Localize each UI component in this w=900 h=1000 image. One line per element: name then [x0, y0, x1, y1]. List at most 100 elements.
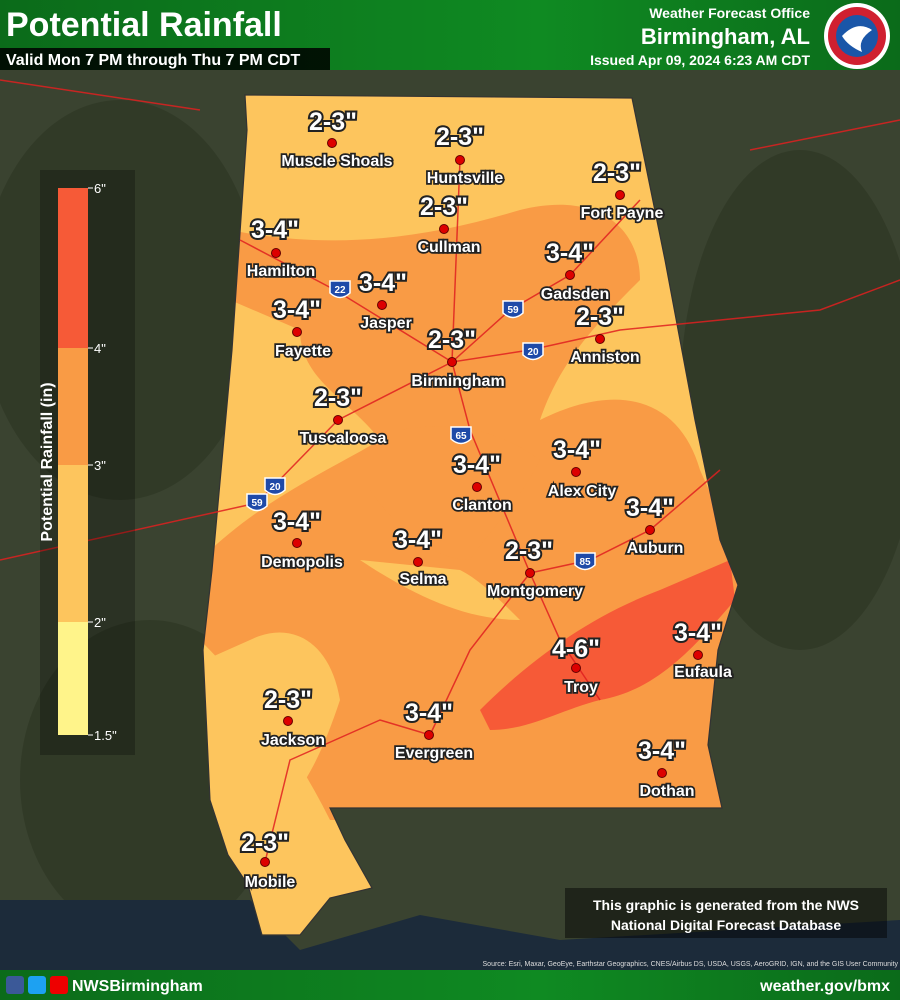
- city-dot: [377, 300, 387, 310]
- legend-tick-label: 1.5": [94, 728, 117, 743]
- note-box: [565, 888, 887, 938]
- city-name: Fort Payne: [581, 205, 664, 222]
- city-name: Huntsville: [427, 170, 504, 187]
- facebook-icon[interactable]: [6, 976, 24, 994]
- city-name: Fayette: [275, 343, 331, 360]
- city-name: Dothan: [639, 783, 694, 800]
- rainfall-amount: 2-3": [576, 303, 624, 331]
- city-name: Jasper: [360, 315, 412, 332]
- highways: [0, 79, 900, 863]
- city-name: Tuscaloosa: [300, 430, 387, 447]
- city-name: Troy: [564, 679, 598, 696]
- nws-logo: [824, 3, 890, 69]
- legend: Potential Rainfall (in) 6" 4" 3" 2" 1.5": [39, 170, 135, 755]
- city-dot: [525, 568, 535, 578]
- rainfall-amount: 2-3": [505, 537, 553, 565]
- city-dot: [260, 857, 270, 867]
- legend-title: Potential Rainfall (in): [39, 382, 56, 541]
- city-name: Evergreen: [395, 745, 473, 762]
- city-name: Hamilton: [247, 263, 315, 280]
- rainfall-amount: 2-3": [309, 108, 357, 136]
- title: Potential Rainfall: [6, 6, 282, 44]
- city-dot: [424, 730, 434, 740]
- city-dot: [292, 538, 302, 548]
- city-name: Anniston: [570, 349, 639, 366]
- legend-tick-label: 6": [94, 181, 106, 196]
- city-name: Muscle Shoals: [281, 153, 392, 170]
- website[interactable]: weather.gov/bmx: [759, 978, 890, 995]
- interstate-number: 59: [251, 498, 263, 509]
- city-name: Selma: [399, 571, 446, 588]
- state-outline: [202, 94, 739, 936]
- interstate-shield: [246, 493, 268, 512]
- city-dot: [333, 415, 343, 425]
- rainfall-amount: 4-6": [552, 635, 600, 663]
- rainfall-amount: 3-4": [638, 737, 686, 765]
- city-dot: [271, 248, 281, 258]
- city-dot: [472, 482, 482, 492]
- rainfall-amount: 2-3": [264, 686, 312, 714]
- interstate-number: 65: [455, 431, 467, 442]
- note-line: This graphic is generated from the NWS: [593, 897, 859, 913]
- city-dot: [327, 138, 337, 148]
- city-dot: [595, 334, 605, 344]
- city-name: Mobile: [245, 874, 296, 891]
- interstate-shield: [264, 477, 286, 496]
- city-dot: [455, 155, 465, 165]
- city-name: Cullman: [417, 239, 480, 256]
- interstate-number: 20: [269, 482, 281, 493]
- interstate-shield: [450, 426, 472, 445]
- interstate-number: 59: [507, 305, 519, 316]
- social-handle[interactable]: NWSBirmingham: [72, 978, 203, 995]
- rainfall-amount: 3-4": [546, 239, 594, 267]
- city-dot: [439, 224, 449, 234]
- rainfall-amount: 3-4": [394, 526, 442, 554]
- rainfall-amount: 3-4": [273, 508, 321, 536]
- rainfall-amount: 3-4": [553, 436, 601, 464]
- rainfall-amount: 3-4": [453, 451, 501, 479]
- city-dot: [615, 190, 625, 200]
- interstate-shield: [329, 280, 351, 299]
- rainfall-amount: 3-4": [674, 619, 722, 647]
- youtube-icon[interactable]: [50, 976, 68, 994]
- city-name: Eufaula: [674, 664, 732, 681]
- rainfall-amount: 3-4": [251, 216, 299, 244]
- rainfall-amount: 3-4": [405, 699, 453, 727]
- source: Source: Esri, Maxar, GeoEye, Earthstar G…: [483, 961, 899, 968]
- subtitle: Valid Mon 7 PM through Thu 7 PM CDT: [6, 52, 300, 69]
- rainfall-amount: 3-4": [626, 494, 674, 522]
- rainfall-amount: 2-3": [241, 829, 289, 857]
- rainfall-amount: 3-4": [273, 296, 321, 324]
- city-name: Birmingham: [411, 373, 504, 390]
- interstate-shield: [522, 342, 544, 361]
- city-dot: [693, 650, 703, 660]
- interstate-shield: [574, 552, 596, 571]
- city-name: Auburn: [627, 540, 684, 557]
- interstate-shield: [502, 300, 524, 319]
- rainfall-zones: [203, 95, 738, 935]
- rainfall-amount: 2-3": [593, 159, 641, 187]
- city-dot: [565, 270, 575, 280]
- interstate-number: 22: [334, 285, 346, 296]
- rainfall-amount: 2-3": [420, 193, 468, 221]
- city-name: Clanton: [452, 497, 512, 514]
- interstate-number: 20: [527, 347, 539, 358]
- city-dot: [283, 716, 293, 726]
- interstate-number: 85: [579, 557, 591, 568]
- twitter-icon[interactable]: [28, 976, 46, 994]
- city-dot: [413, 557, 423, 567]
- city-name: Demopolis: [261, 554, 343, 571]
- subtitle-bar: [0, 48, 330, 70]
- rainfall-amount: 2-3": [314, 384, 362, 412]
- city-name: Montgomery: [487, 583, 583, 600]
- city-dot: [571, 467, 581, 477]
- city-dot: [645, 525, 655, 535]
- city-dot: [657, 768, 667, 778]
- city-dot: [571, 663, 581, 673]
- rainfall-amount: 2-3": [428, 326, 476, 354]
- city-dot: [447, 357, 457, 367]
- rainfall-amount: 2-3": [436, 123, 484, 151]
- city-name: Gadsden: [541, 286, 609, 303]
- rainfall-amount: 3-4": [359, 269, 407, 297]
